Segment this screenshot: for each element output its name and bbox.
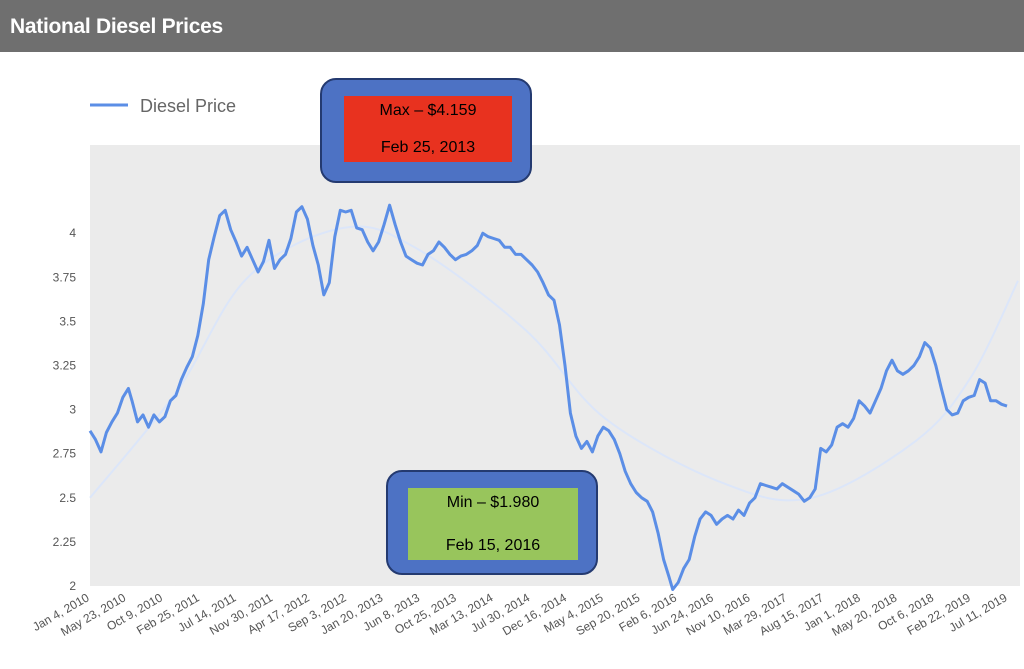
y-tick-label: 3.25 — [53, 359, 77, 373]
min-price-label: Min – $1.980 — [446, 494, 540, 511]
y-tick-label: 3.5 — [59, 314, 76, 328]
min-price-date: Feb 15, 2016 — [445, 537, 541, 554]
y-tick-label: 2.5 — [59, 491, 76, 505]
max-price-callout: Max – $4.159 Feb 25, 2013 — [320, 78, 532, 183]
y-tick-label: 4 — [69, 226, 76, 240]
min-price-box: Min – $1.980 Feb 15, 2016 — [408, 488, 578, 560]
legend: Diesel Price — [90, 96, 236, 116]
page-title: National Diesel Prices — [10, 15, 223, 38]
diesel-price-line — [88, 203, 1008, 591]
y-axis: 2 2.25 2.5 2.75 3 3.25 3.5 3.75 4 — [53, 226, 77, 593]
y-tick-label: 3 — [69, 403, 76, 417]
y-tick-label: 2.25 — [53, 535, 77, 549]
max-price-label: Max – $4.159 — [379, 102, 477, 119]
max-price-box: Max – $4.159 Feb 25, 2013 — [344, 96, 512, 162]
trend-line — [89, 225, 1019, 502]
min-price-callout: Min – $1.980 Feb 15, 2016 — [386, 470, 598, 575]
legend-label: Diesel Price — [140, 96, 236, 116]
title-bar: National Diesel Prices — [0, 0, 1024, 52]
max-price-date: Feb 25, 2013 — [380, 139, 476, 156]
y-tick-label: 2.75 — [53, 447, 77, 461]
y-tick-label: 2 — [69, 579, 76, 593]
y-tick-label: 3.75 — [53, 270, 77, 284]
